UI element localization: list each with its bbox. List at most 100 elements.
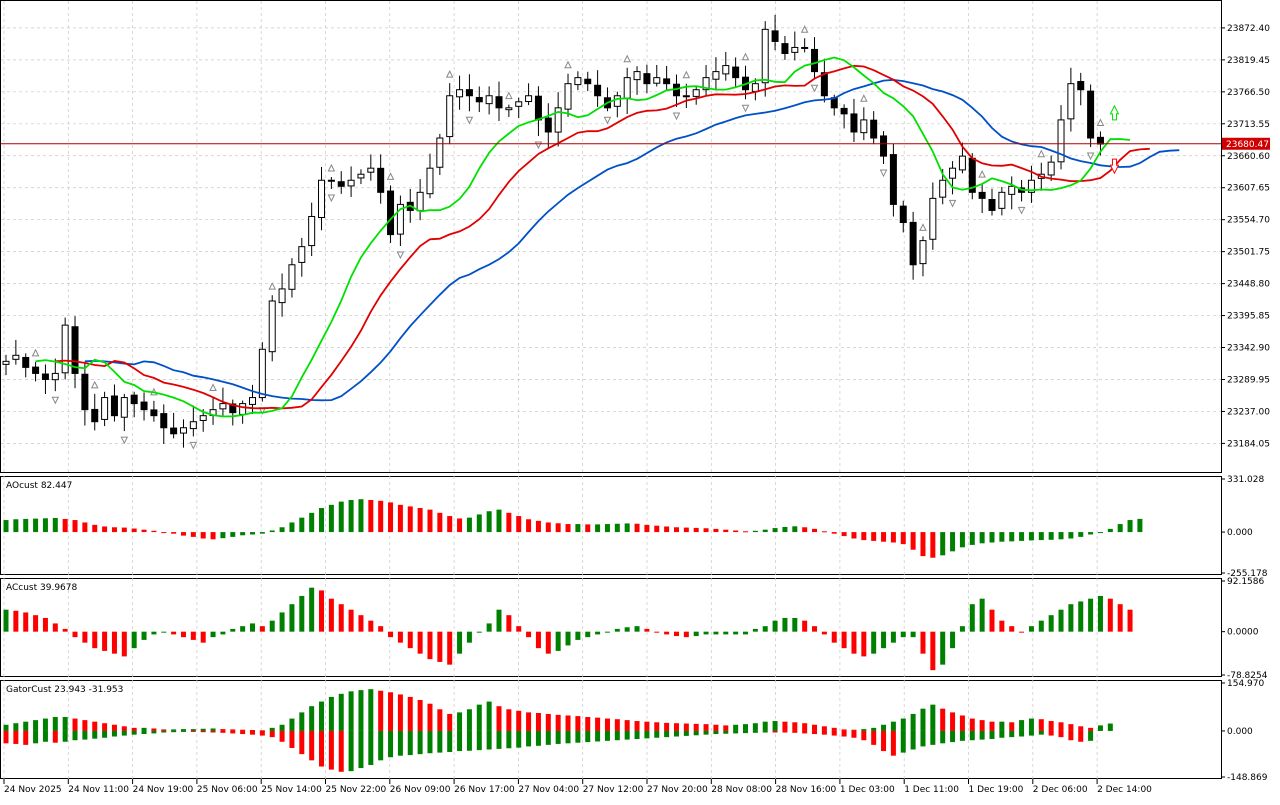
ac-pane[interactable] (0, 578, 1222, 677)
ao-label: AOcust 82.447 (6, 481, 72, 491)
candle-body (574, 77, 582, 86)
ac-bar (447, 631, 453, 665)
gator-upper-bar (230, 729, 236, 731)
fractal-up-arrow (741, 52, 750, 61)
ac-bar (831, 631, 837, 643)
candle-body (988, 199, 996, 211)
ac-bar (52, 623, 58, 632)
gator-upper-bar (890, 721, 896, 731)
candle-body (160, 413, 168, 429)
candle-body (525, 95, 533, 103)
ao-pane[interactable] (0, 476, 1222, 575)
candle-body (475, 96, 483, 103)
candle-body (327, 179, 335, 182)
gator-upper-bar (683, 723, 689, 731)
candle-body (249, 397, 256, 405)
gator-lower-bar (121, 730, 127, 736)
ao-bar (624, 523, 630, 533)
candle-body (199, 415, 207, 421)
ao-bar (614, 523, 620, 533)
ac-bar (1068, 604, 1074, 632)
gator-lower-bar (466, 730, 472, 751)
ao-bar (23, 518, 29, 533)
gator-lower-bar (220, 730, 226, 733)
ac-bar (535, 631, 541, 649)
fractal-down-arrow (948, 199, 957, 208)
gator-pane[interactable] (0, 680, 1222, 779)
ac-bar (92, 631, 98, 649)
ac-bar (920, 631, 926, 654)
fractal-down-arrow (879, 169, 888, 178)
gator-lower-bar (250, 730, 255, 735)
gator-upper-bar (220, 729, 226, 731)
gator-lower-bar (23, 730, 29, 745)
gator-upper-bar (930, 704, 936, 731)
gator-lower-bar (111, 730, 117, 737)
x-tick-label: 2 Dec 06:00 (1033, 785, 1088, 795)
candle-body (495, 96, 503, 109)
y-tick-label: 0.0000 (1227, 628, 1259, 638)
ao-bar (940, 532, 946, 556)
gator-upper-bar (1058, 722, 1064, 731)
gator-lower-bar (397, 730, 403, 756)
ac-bar (900, 631, 906, 638)
gator-upper-bar (555, 714, 561, 731)
candle-body (357, 173, 365, 179)
candle-body (91, 408, 99, 423)
x-tick-label: 26 Nov 17:00 (454, 785, 515, 795)
ao-bar (1088, 532, 1094, 535)
gator-lower-bar (871, 730, 877, 745)
x-tick-label: 27 Nov 04:00 (518, 785, 579, 795)
ao-bar (1058, 532, 1064, 540)
gator-lower-bar (269, 730, 275, 738)
gator-upper-bar (881, 724, 887, 731)
ao-bar (466, 517, 472, 533)
ac-bar (595, 631, 601, 635)
ac-bar (989, 609, 995, 632)
gator-lower-bar (723, 730, 729, 734)
ac-bar (220, 631, 226, 635)
main-pane[interactable] (0, 0, 1222, 473)
ao-bar (121, 527, 127, 533)
ao-bar (959, 532, 965, 548)
gator-lower-bar (299, 730, 305, 755)
ac-bar (664, 631, 670, 635)
gator-lower-bar (585, 730, 591, 743)
gator-upper-bar (13, 723, 19, 731)
gator-lower-bar (368, 730, 374, 765)
ao-bar (151, 530, 157, 533)
ac-bar (121, 631, 127, 657)
ao-bar (397, 504, 403, 533)
gator-lower-bar (812, 730, 818, 735)
ac-bar (279, 612, 285, 632)
ac-bar (673, 631, 679, 637)
candle-body (889, 154, 897, 205)
gator-upper-bar (506, 709, 512, 731)
gator-upper-bar (644, 721, 650, 731)
gator-upper-bar (102, 723, 108, 731)
fractal-up-arrow (327, 163, 336, 172)
gator-upper-bar (979, 720, 985, 731)
ac-bar (723, 631, 729, 635)
ao-bar (250, 532, 255, 535)
candle-body (564, 83, 572, 110)
ao-bar (1009, 532, 1015, 542)
fractal-down-arrow (603, 116, 612, 125)
gator-upper-bar (940, 708, 946, 731)
ao-bar (604, 524, 610, 533)
y-tick-label: -255.178 (1227, 569, 1268, 579)
gator-lower-bar (200, 730, 206, 733)
gator-lower-bar (3, 730, 9, 744)
gator-upper-bar (417, 700, 423, 731)
ao-bar (565, 524, 571, 533)
candle-body (298, 246, 306, 263)
candle-body (101, 397, 109, 420)
ac-bar (930, 631, 936, 671)
fractal-up-arrow (386, 172, 395, 180)
gator-lower-bar (289, 730, 295, 748)
candle-body (110, 395, 118, 417)
gator-lower-bar (762, 730, 768, 733)
ac-bar (388, 631, 394, 638)
gator-lower-bar (417, 730, 423, 755)
gator-lower-bar (920, 730, 926, 747)
